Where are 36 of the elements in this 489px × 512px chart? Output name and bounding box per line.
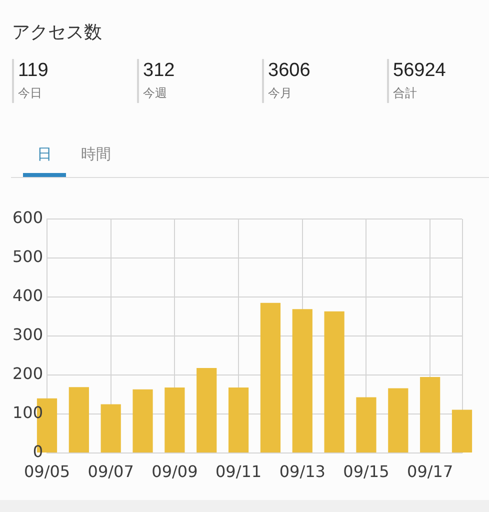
bar <box>68 387 89 452</box>
bar <box>260 302 281 452</box>
data-label: 312 <box>143 60 175 82</box>
bar <box>452 410 472 452</box>
y-tick-label: 600 <box>12 208 43 228</box>
bar <box>388 388 408 452</box>
bar <box>132 389 153 452</box>
bar <box>420 376 440 452</box>
category-label: 今週 <box>143 86 167 100</box>
text: アクセス数 <box>12 21 102 44</box>
category-label: 今日 <box>18 86 42 100</box>
data-label: 3606 <box>268 60 310 82</box>
x-tick-label: 09/05 <box>24 462 70 481</box>
category-label: 合計 <box>393 86 417 100</box>
y-tick-label: 500 <box>12 247 43 266</box>
bar <box>228 387 249 452</box>
y-tick-label: 400 <box>12 286 43 306</box>
x-tick-label: 09/15 <box>343 462 390 481</box>
category-label: 今月 <box>268 86 292 100</box>
bar <box>100 404 121 452</box>
bar <box>292 309 312 452</box>
x-tick-label: 09/11 <box>215 462 262 481</box>
x-tick-label: 09/09 <box>152 462 198 481</box>
text: 時間 <box>81 146 111 164</box>
text: 日 <box>37 146 52 164</box>
y-tick-label: 300 <box>12 325 43 344</box>
bar <box>356 397 376 452</box>
bar <box>164 387 185 452</box>
y-tick-label: 200 <box>12 364 43 384</box>
x-tick-label: 09/17 <box>407 462 454 481</box>
x-tick-label: 09/13 <box>279 462 326 481</box>
data-label: 119 <box>18 60 48 82</box>
bar <box>324 311 344 452</box>
data-label: 56924 <box>393 60 446 82</box>
x-tick-label: 09/07 <box>88 462 134 481</box>
bar <box>196 368 217 452</box>
